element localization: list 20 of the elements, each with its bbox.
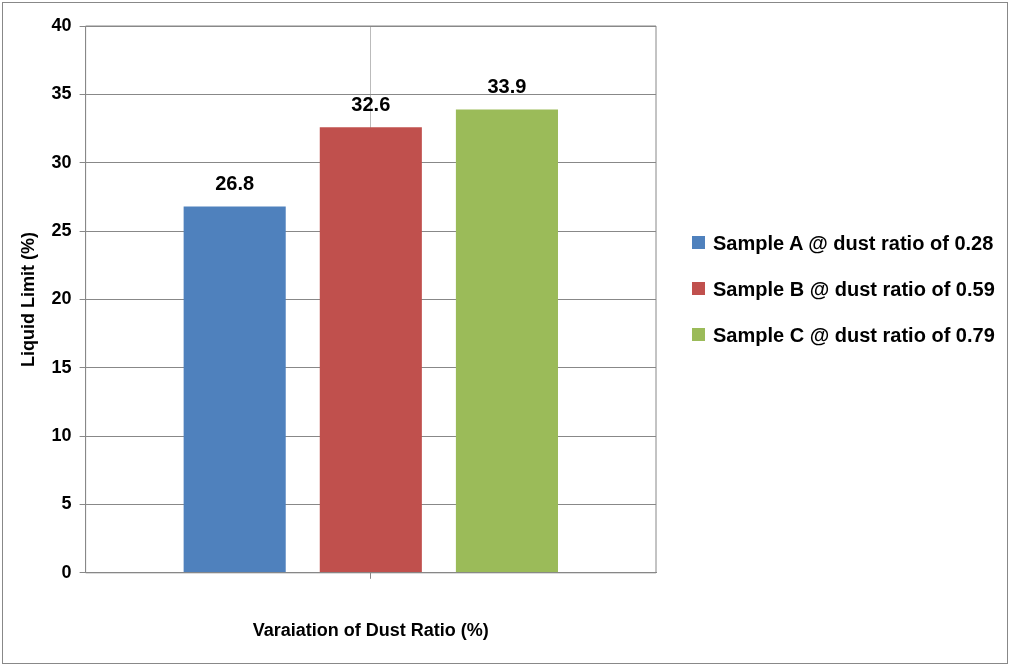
data-label: 26.8 — [215, 171, 255, 194]
y-tick-label: 40 — [51, 14, 72, 35]
x-axis-title: Varaiation of Dust Ratio (%) — [252, 620, 489, 641]
legend-label: Sample B @ dust ratio of 0.59 — [713, 277, 995, 302]
y-tick-label: 20 — [51, 288, 72, 309]
y-tick-label: 25 — [51, 220, 72, 241]
bar — [455, 109, 558, 573]
y-tick-label: 10 — [51, 425, 72, 446]
data-label: 33.9 — [487, 74, 527, 97]
y-tick-label: 15 — [51, 356, 72, 377]
bar — [319, 127, 422, 573]
data-label: 32.6 — [351, 92, 391, 115]
legend-label: Sample C @ dust ratio of 0.79 — [713, 323, 995, 348]
y-axis-title: Liquid Limit (%) — [17, 231, 38, 367]
y-tick-label: 30 — [51, 151, 72, 172]
y-tick-label: 0 — [61, 561, 72, 582]
y-tick-label: 35 — [51, 83, 72, 104]
bar — [183, 206, 286, 573]
legend-label: Sample A @ dust ratio of 0.28 — [713, 231, 994, 256]
y-tick-label: 5 — [61, 493, 72, 514]
